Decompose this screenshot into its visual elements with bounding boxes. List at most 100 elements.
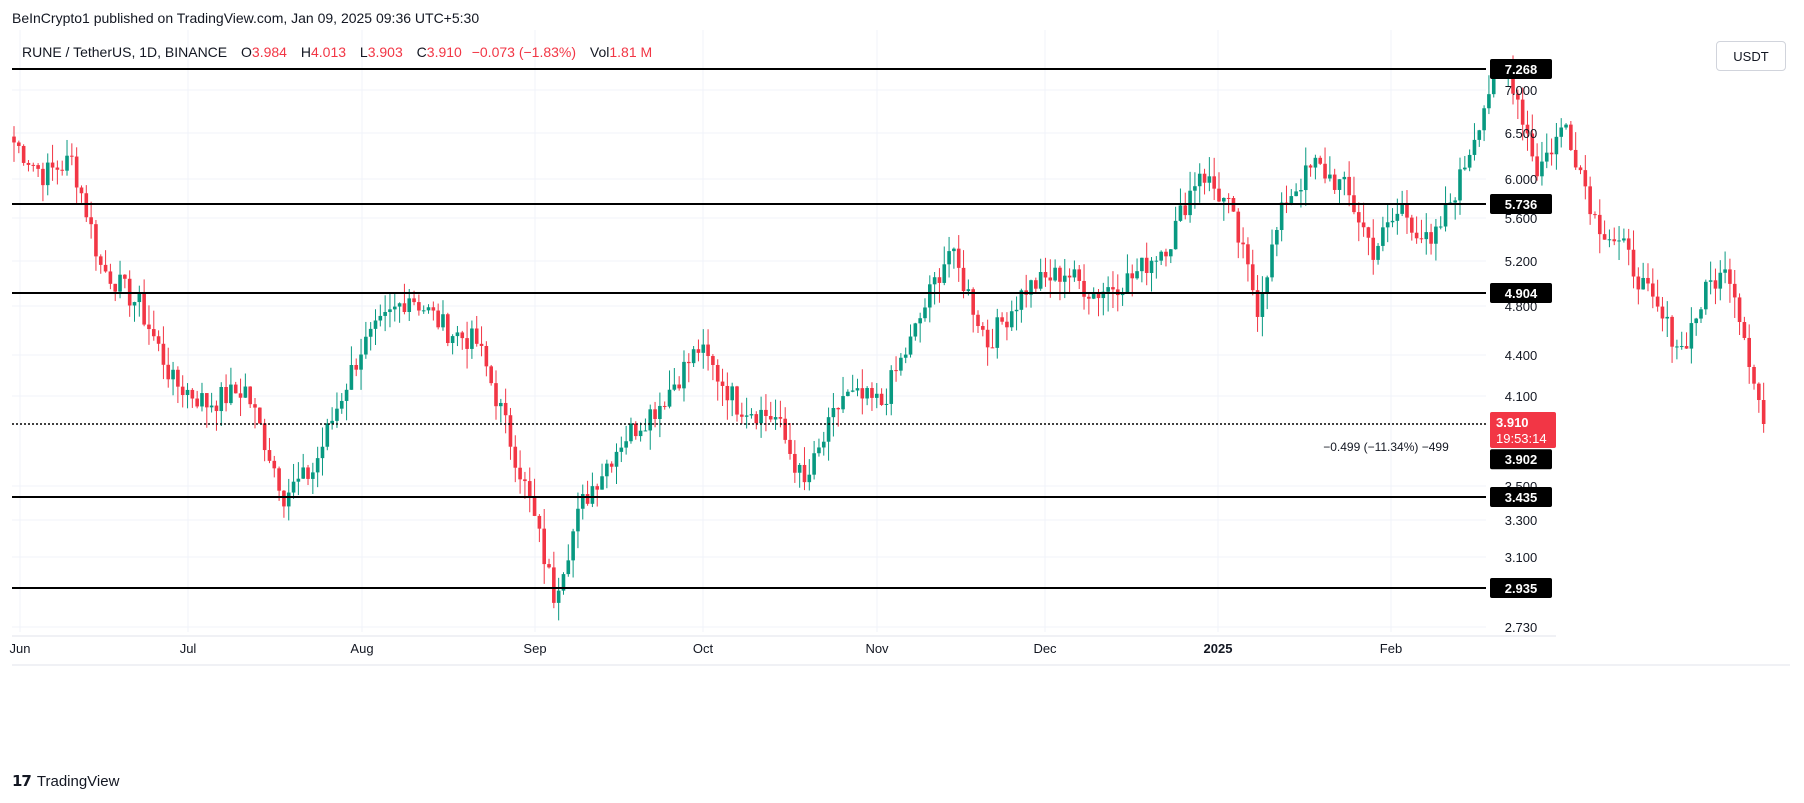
candle-body: [118, 274, 122, 292]
current-price-bg: [1490, 412, 1556, 448]
currency-button[interactable]: USDT: [1716, 41, 1786, 71]
candle-body: [614, 451, 619, 467]
candle-body: [436, 310, 440, 328]
candle-body: [580, 494, 585, 509]
candle-body: [1742, 322, 1747, 338]
candle-body: [1062, 275, 1067, 282]
candle-body: [1405, 204, 1409, 218]
candle-body: [484, 345, 489, 367]
candle-body: [894, 370, 898, 372]
candle-body: [1491, 72, 1496, 95]
candle-body: [200, 393, 204, 407]
candle-body: [151, 329, 156, 337]
candle-body: [1641, 277, 1645, 290]
level-tag-bg: [1490, 578, 1552, 598]
candle-body: [1573, 149, 1578, 168]
candle-body: [431, 307, 436, 311]
candle-body: [764, 409, 768, 417]
candle-body: [874, 393, 879, 398]
candle-body: [1009, 311, 1014, 328]
candle-body: [1578, 167, 1583, 171]
candle-body: [899, 357, 903, 371]
y-tick-label: 4.100: [1505, 389, 1538, 404]
candle-body: [1530, 133, 1535, 157]
candle-body: [1718, 272, 1723, 289]
candlestick-series: [12, 55, 1766, 621]
high-value: 4.013: [310, 44, 347, 60]
candle-body: [1149, 260, 1154, 273]
candle-body: [749, 414, 754, 416]
horizontal-levels: [12, 68, 1486, 589]
candle-body: [1019, 290, 1024, 310]
candle-body: [1400, 204, 1404, 214]
y-tick-label: 6.500: [1505, 126, 1538, 141]
candle-body: [1390, 220, 1395, 223]
x-tick-label: Jun: [10, 641, 31, 656]
symbol-label[interactable]: RUNE / TetherUS, 1D, BINANCE: [22, 44, 228, 60]
candle-body: [446, 314, 450, 344]
candle-body: [1159, 251, 1163, 261]
candle-body: [1679, 346, 1684, 348]
candle-body: [1381, 227, 1385, 246]
candle-body: [94, 224, 98, 257]
candle-body: [364, 336, 368, 355]
candle-body: [1226, 197, 1231, 199]
candle-body: [503, 402, 508, 416]
volume-label: Vol: [589, 44, 610, 60]
candle-body: [619, 447, 624, 452]
candle-body: [773, 417, 778, 420]
candle-body: [1708, 280, 1713, 282]
candle-body: [672, 384, 677, 390]
candle-body: [759, 409, 763, 424]
candle-body: [205, 393, 209, 408]
level-tag: 2.935: [1490, 578, 1552, 598]
candle-body: [1593, 214, 1597, 216]
candle-body: [1270, 244, 1274, 278]
candle-body: [1438, 226, 1443, 228]
candle-body: [354, 365, 359, 370]
candle-body: [788, 439, 792, 454]
candle-body: [725, 385, 730, 401]
candle-body: [1626, 238, 1631, 250]
low-label: L: [359, 44, 368, 60]
candle-body: [976, 314, 980, 327]
x-tick-label: Nov: [865, 641, 889, 656]
candle-body: [711, 356, 715, 365]
candle-body: [1607, 239, 1612, 241]
candle-body: [238, 393, 243, 398]
x-axis[interactable]: Jun Jul Aug Sep Oct Nov Dec 2025 Feb: [10, 635, 1790, 666]
candle-body: [26, 162, 31, 165]
candle-body: [267, 450, 272, 461]
candle-body: [417, 302, 421, 311]
candle-body: [1636, 276, 1641, 290]
y-tick-label: 4.400: [1505, 348, 1538, 363]
price-tags: 7.268 5.736 4.904 3.435 2.935 3.902 3.91019:53…: [1323, 59, 1556, 598]
candle-body: [1424, 232, 1429, 240]
candle-body: [1516, 93, 1520, 100]
level-tag-bg: [1490, 487, 1552, 507]
open-label: O: [241, 44, 252, 60]
candle-body: [171, 369, 175, 380]
candle-body: [123, 274, 127, 279]
candle-body: [1077, 269, 1082, 281]
candle-body: [1631, 249, 1636, 277]
candle-body: [537, 515, 542, 529]
candle-body: [450, 336, 455, 344]
y-axis[interactable]: 2.7303.1003.3003.5004.1004.4004.8005.200…: [1505, 83, 1538, 635]
candle-body: [142, 293, 146, 325]
candle-body: [1347, 176, 1351, 196]
candle-body: [860, 388, 865, 399]
candle-body: [41, 168, 45, 186]
candle-body: [233, 384, 238, 394]
x-tick-label: Oct: [693, 641, 714, 656]
y-tick-label: 3.100: [1505, 550, 1538, 565]
candle-body: [1704, 281, 1708, 310]
y-tick-label: 6.000: [1505, 172, 1538, 187]
candle-body: [1255, 290, 1260, 317]
candle-body: [1569, 124, 1573, 150]
candle-body: [1371, 237, 1376, 260]
candle-body: [286, 492, 291, 507]
tradingview-brand[interactable]: 𝟭𝟳 TradingView: [12, 772, 119, 791]
candle-body: [1169, 249, 1173, 257]
